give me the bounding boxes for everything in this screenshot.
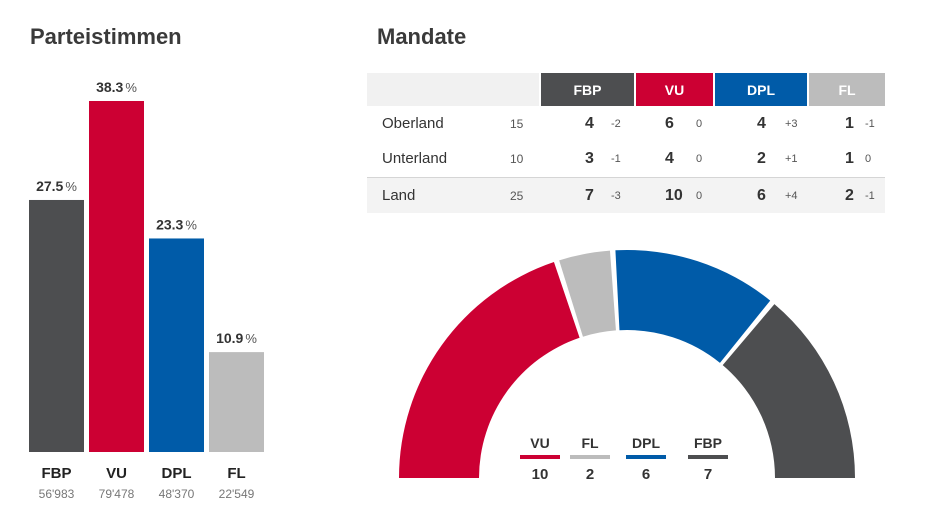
votes-title: Parteistimmen	[30, 24, 182, 49]
seat-count-fl: 2	[845, 186, 854, 204]
bar-fbp	[29, 199, 84, 452]
table-header: FBP VU DPL FL	[367, 73, 885, 106]
seat-change-dpl: +4	[785, 189, 798, 202]
seat-change-fl: 0	[865, 152, 872, 165]
legend-label-fbp: FBP	[694, 435, 722, 451]
bar-category-label-fl: FL	[227, 465, 245, 482]
seat-count-dpl: 6	[757, 186, 766, 204]
seat-change-dpl: +1	[785, 152, 798, 165]
legend-seats-fl: 2	[586, 466, 594, 483]
bar-unit-label: %	[245, 331, 257, 346]
legend-swatch-vu	[520, 455, 560, 459]
legend-swatch-fbp	[688, 455, 728, 459]
bar-category-label-fbp: FBP	[42, 465, 72, 482]
legend-label-vu: VU	[530, 435, 549, 451]
bar-value-label-fbp: 27.5%	[36, 178, 77, 194]
bar-vu	[89, 101, 144, 452]
seat-count-vu: 4	[665, 149, 674, 167]
bar-value-label-fl: 10.9%	[216, 330, 257, 346]
seat-count-vu: 10	[665, 186, 683, 204]
seat-change-dpl: +3	[785, 117, 798, 130]
bar-votes-label-dpl: 48'370	[159, 487, 195, 501]
legend-seats-fbp: 7	[704, 466, 712, 483]
row-total-seats: 25	[510, 188, 524, 203]
row-total-seats: 15	[510, 116, 524, 131]
bar-category-label-dpl: DPL	[162, 465, 192, 482]
legend-label-dpl: DPL	[632, 435, 660, 451]
bar-category-label-vu: VU	[106, 465, 127, 482]
header-blank	[367, 73, 539, 106]
legend-swatch-fl	[570, 455, 610, 459]
seat-count-dpl: 4	[757, 114, 766, 132]
votes-bar-chart: 27.5 % FBP 56'983 38.3 % VU 79'478 23.3 % DPL 48'37…	[29, 79, 264, 501]
legend-swatch-dpl	[626, 455, 666, 459]
table-row: Oberland 15 4 -2 6 0 4 +3 1 -1	[367, 106, 885, 141]
legend-label-fl: FL	[581, 435, 599, 451]
bar-unit-label: %	[125, 80, 137, 95]
bar-value-label-vu: 38.3%	[96, 79, 137, 95]
seat-change-vu: 0	[696, 152, 703, 165]
header-fbp: FBP	[541, 73, 634, 106]
bar-unit-label: %	[185, 217, 197, 232]
seat-count-vu: 6	[665, 114, 674, 132]
seat-segment-fbp	[722, 304, 855, 478]
bar-fl	[209, 352, 264, 452]
seat-segment-vu	[399, 262, 580, 478]
legend-seats-vu: 10	[532, 466, 549, 483]
seat-count-fbp: 3	[585, 149, 594, 167]
row-region-name: Land	[382, 187, 416, 204]
bar-value-label-dpl: 23.3%	[156, 216, 197, 232]
seat-count-fl: 1	[845, 149, 854, 167]
mandates-table: FBP VU DPL FL Oberland 15 4 -2 6 0 4 +3 1 -1 Unter…	[367, 73, 885, 213]
seat-change-fbp: -2	[611, 117, 621, 130]
header-dpl: DPL	[715, 73, 807, 106]
seat-count-fl: 1	[845, 114, 854, 132]
seat-count-fbp: 7	[585, 186, 594, 204]
table-row: Land 25 7 -3 10 0 6 +4 2 -1	[367, 177, 885, 213]
row-region-name: Oberland	[382, 115, 444, 132]
header-fl: FL	[809, 73, 885, 106]
header-vu: VU	[636, 73, 713, 106]
seat-change-vu: 0	[696, 117, 703, 130]
seat-count-dpl: 2	[757, 149, 766, 167]
bar-votes-label-fbp: 56'983	[39, 487, 75, 501]
seat-segment-dpl	[615, 250, 771, 363]
seat-segment-fl	[559, 250, 616, 337]
seat-change-vu: 0	[696, 189, 703, 202]
mandates-title: Mandate	[377, 24, 467, 49]
bar-dpl	[149, 238, 204, 452]
legend-seats-dpl: 6	[642, 466, 650, 483]
table-row: Unterland 10 3 -1 4 0 2 +1 1 0	[367, 141, 885, 176]
seat-change-fl: -1	[865, 189, 875, 202]
seat-count-fbp: 4	[585, 114, 594, 132]
seat-change-fbp: -1	[611, 152, 621, 165]
bar-unit-label: %	[65, 179, 77, 194]
seat-change-fl: -1	[865, 117, 875, 130]
row-region-name: Unterland	[382, 150, 448, 167]
bar-votes-label-vu: 79'478	[99, 487, 135, 501]
bar-votes-label-fl: 22'549	[219, 487, 255, 501]
seat-change-fbp: -3	[611, 189, 621, 202]
row-total-seats: 10	[510, 151, 524, 166]
table-body: Oberland 15 4 -2 6 0 4 +3 1 -1 Unterland 10 3 -1 4 0 2 +1…	[367, 106, 885, 213]
